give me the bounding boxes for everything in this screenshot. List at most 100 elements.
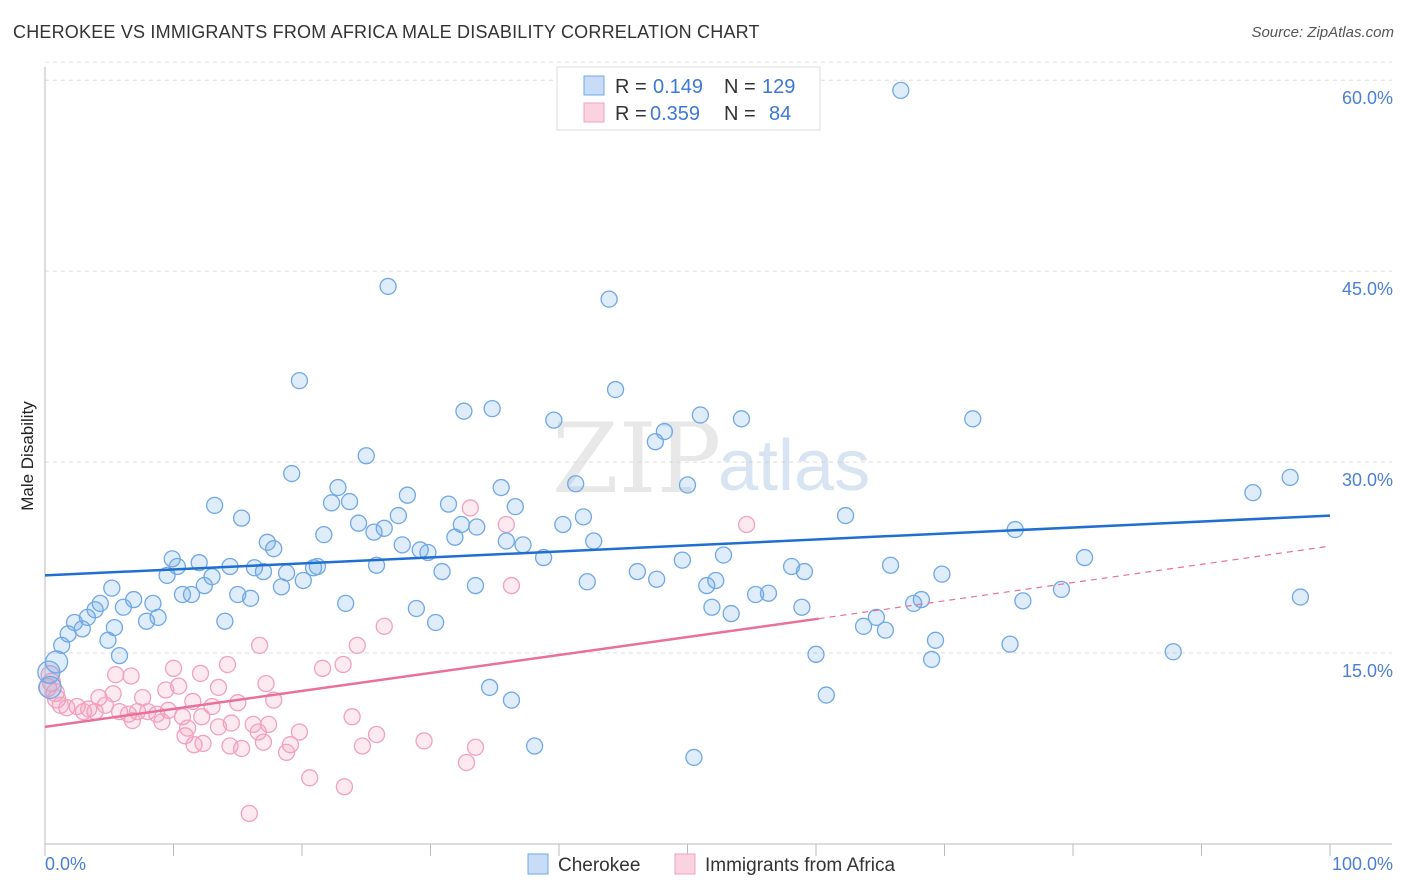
legend-n-label: N = bbox=[724, 103, 756, 125]
cherokee-point bbox=[795, 562, 814, 581]
africa-point bbox=[232, 739, 251, 758]
cherokee-point bbox=[646, 433, 665, 451]
cherokee-point bbox=[158, 566, 176, 585]
watermark: ZIP atlas bbox=[552, 403, 870, 515]
africa-point bbox=[157, 681, 175, 699]
africa-point bbox=[153, 713, 171, 731]
africa-point bbox=[229, 694, 247, 712]
cherokee-point bbox=[379, 277, 397, 296]
cherokee-point bbox=[1291, 588, 1310, 606]
africa-point bbox=[737, 515, 756, 534]
africa-point bbox=[457, 753, 476, 772]
cherokee-point bbox=[514, 536, 532, 554]
cherokee-point bbox=[290, 371, 309, 390]
cherokee-point bbox=[782, 557, 801, 576]
cherokee-point bbox=[365, 523, 383, 541]
cherokee-point bbox=[53, 636, 71, 655]
cherokee-point bbox=[446, 528, 464, 546]
cherokee-point bbox=[926, 631, 945, 649]
africa-trend-line-extension bbox=[818, 545, 1331, 620]
cherokee-point bbox=[190, 554, 208, 572]
cherokee-point bbox=[340, 492, 359, 511]
cherokee-point bbox=[337, 594, 355, 613]
cherokee-point bbox=[678, 476, 697, 494]
legend-n-value-africa: 84 bbox=[769, 103, 791, 125]
cherokee-point bbox=[892, 81, 910, 100]
y-tick-labels: 15.0% 30.0% 45.0% 60.0% bbox=[1342, 88, 1393, 681]
cherokee-point bbox=[648, 570, 666, 588]
cherokee-point bbox=[229, 585, 247, 604]
gridlines bbox=[45, 61, 1392, 654]
cherokee-point bbox=[506, 498, 524, 516]
cherokee-point bbox=[37, 660, 61, 684]
chart-source: Source: ZipAtlas.com bbox=[1251, 24, 1394, 41]
africa-point bbox=[128, 702, 147, 721]
cherokee-point bbox=[393, 536, 411, 554]
africa-point bbox=[301, 769, 319, 787]
africa-point bbox=[415, 732, 433, 750]
cherokee-point bbox=[466, 576, 485, 595]
cherokee-point bbox=[881, 556, 900, 574]
africa-point bbox=[502, 576, 521, 595]
africa-point bbox=[277, 743, 296, 761]
africa-point bbox=[218, 655, 237, 674]
legend-r-label: R = bbox=[615, 103, 647, 125]
africa-point bbox=[74, 702, 93, 721]
cherokee-point bbox=[817, 686, 835, 704]
cherokee-point bbox=[173, 585, 192, 604]
cherokee-point bbox=[1001, 635, 1019, 653]
africa-point bbox=[122, 667, 140, 685]
cherokee-point bbox=[241, 589, 260, 607]
bottom-legend-swatch-africa bbox=[674, 853, 696, 875]
cherokee-point bbox=[1052, 580, 1071, 599]
cherokee-point bbox=[258, 533, 276, 551]
y-tick-label: 15.0% bbox=[1342, 661, 1393, 681]
africa-trend-line bbox=[44, 617, 819, 729]
cherokee-point bbox=[398, 486, 417, 504]
cherokee-point bbox=[691, 406, 709, 424]
cherokee-point bbox=[698, 576, 716, 595]
africa-point bbox=[254, 733, 273, 751]
africa-point bbox=[249, 723, 267, 741]
africa-point bbox=[46, 689, 67, 709]
cherokee-point bbox=[876, 621, 895, 639]
cherokee-point bbox=[182, 585, 201, 604]
africa-point bbox=[375, 617, 393, 635]
bottom-legend-label-africa: Immigrants from Africa bbox=[705, 855, 895, 876]
africa-point bbox=[367, 725, 386, 744]
cherokee-point bbox=[195, 576, 213, 595]
cherokee-point bbox=[205, 496, 224, 515]
cherokee-point bbox=[232, 509, 251, 527]
legend-n-value-cherokee: 129 bbox=[762, 76, 795, 98]
cherokee-point bbox=[1075, 548, 1094, 567]
cherokee-point bbox=[492, 478, 510, 497]
africa-point bbox=[209, 678, 228, 697]
africa-point bbox=[123, 711, 142, 730]
cherokee-point bbox=[964, 410, 982, 428]
legend-r-value-cherokee: 0.149 bbox=[653, 76, 703, 98]
cherokee-point bbox=[685, 748, 703, 767]
africa-point bbox=[353, 737, 372, 755]
cherokee-point bbox=[315, 526, 333, 544]
cherokee-point bbox=[567, 475, 585, 493]
africa-point bbox=[185, 736, 203, 754]
cherokee-point bbox=[455, 402, 473, 420]
legend-swatch-cherokee bbox=[583, 75, 605, 96]
cherokee-point bbox=[103, 579, 121, 597]
cherokee-point bbox=[483, 399, 501, 418]
y-axis-label: Male Disability bbox=[18, 401, 37, 511]
africa-point bbox=[343, 708, 361, 726]
africa-point bbox=[335, 778, 354, 796]
africa-point bbox=[107, 666, 125, 684]
cherokee-point bbox=[1244, 484, 1262, 502]
cherokee-point bbox=[836, 506, 855, 525]
bottom-legend: Cherokee Immigrants from Africa bbox=[527, 853, 895, 876]
cherokee-point bbox=[110, 646, 129, 665]
trend-lines bbox=[44, 514, 1331, 729]
cherokee-point bbox=[1014, 592, 1032, 610]
cherokee-point bbox=[322, 494, 341, 512]
cherokee-point bbox=[574, 508, 593, 526]
x-tick-label-max: 100.0% bbox=[1332, 854, 1393, 874]
africa-point bbox=[209, 718, 228, 736]
